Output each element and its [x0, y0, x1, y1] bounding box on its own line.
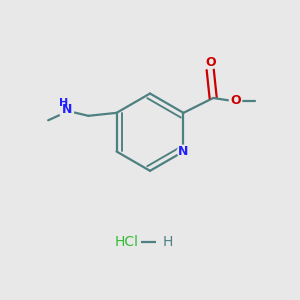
- Text: H: H: [163, 235, 173, 249]
- Text: N: N: [62, 103, 73, 116]
- Text: HCl: HCl: [114, 235, 138, 249]
- Text: O: O: [230, 94, 241, 107]
- Text: O: O: [205, 56, 215, 69]
- Text: H: H: [59, 98, 68, 108]
- Text: N: N: [178, 145, 189, 158]
